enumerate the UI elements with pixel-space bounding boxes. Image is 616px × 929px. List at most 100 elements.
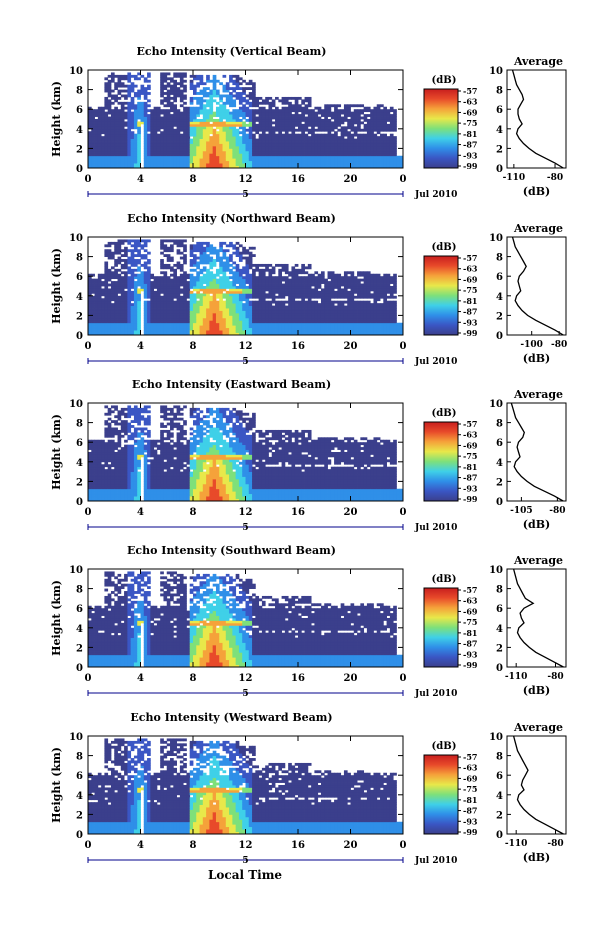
heatmap-cell <box>209 99 214 103</box>
heatmap-cell <box>298 128 302 132</box>
heatmap-cell <box>219 160 223 164</box>
heatmap-cell <box>209 317 214 321</box>
heatmap-cell <box>186 111 191 115</box>
heatmap-cell <box>235 305 240 309</box>
heatmap-cell <box>147 116 151 120</box>
heatmap-cell <box>147 332 151 336</box>
heatmap-cell <box>179 111 184 115</box>
heatmap-cell <box>238 271 243 275</box>
heatmap-cell <box>170 310 174 314</box>
heatmap-cell <box>143 239 148 243</box>
heatmap-cell <box>206 114 210 117</box>
heatmap-cell <box>176 141 181 144</box>
heatmap-cell <box>219 266 223 270</box>
heatmap-cell <box>133 106 138 110</box>
heatmap-cell <box>252 315 256 319</box>
heatmap-cell <box>288 148 292 152</box>
heatmap-cell <box>104 82 109 86</box>
heatmap-cell <box>215 143 220 147</box>
heatmap-cell <box>222 148 227 152</box>
heatmap-cell <box>311 119 315 122</box>
heatmap-cell <box>245 293 250 297</box>
panel-1: Echo Intensity (Vertical Beam)0246810Hei… <box>50 45 567 200</box>
heatmap-cell <box>307 101 312 105</box>
heatmap-cell <box>160 99 164 103</box>
heatmap-cell <box>196 278 200 282</box>
heatmap-cell <box>298 322 302 326</box>
heatmap-cell <box>206 126 210 130</box>
heatmap-cell <box>232 145 237 149</box>
heatmap-cell <box>107 256 112 260</box>
heatmap-cell <box>202 82 207 86</box>
heatmap-cell <box>301 148 305 152</box>
heatmap-cell <box>156 150 161 154</box>
heatmap-cell <box>166 111 171 115</box>
heatmap-cell <box>199 327 204 331</box>
heatmap-cell <box>189 320 194 324</box>
heatmap-cell <box>202 249 207 253</box>
heatmap-cell <box>206 136 210 139</box>
heatmap-cell <box>324 317 328 321</box>
heatmap-cell <box>235 74 240 78</box>
heatmap-cell <box>232 165 237 169</box>
heatmap-cell <box>219 155 223 159</box>
heatmap-cell <box>284 145 289 149</box>
heatmap-cell <box>245 141 250 144</box>
heatmap-cell <box>153 158 158 162</box>
heatmap-cell <box>275 305 279 309</box>
heatmap-cell <box>147 79 151 83</box>
heatmap-cell <box>97 136 102 139</box>
heatmap-cell <box>248 320 253 324</box>
heatmap-cell <box>265 288 269 292</box>
heatmap-cell <box>130 320 135 324</box>
heatmap-cell <box>288 128 292 132</box>
heatmap-cell <box>156 315 161 319</box>
heatmap-cell <box>307 266 312 270</box>
heatmap-cell <box>334 138 338 142</box>
heatmap-cell <box>235 131 240 135</box>
heatmap-cell <box>120 84 125 88</box>
heatmap-cell <box>127 77 132 81</box>
heatmap-cell <box>173 111 177 115</box>
heatmap-cell <box>183 244 187 248</box>
heatmap-cell <box>291 165 296 169</box>
heatmap-cell <box>107 303 112 306</box>
heatmap-cell <box>232 308 237 311</box>
heatmap-cell <box>173 158 177 162</box>
heatmap-cell <box>337 111 342 115</box>
heatmap-cell <box>137 165 141 169</box>
heatmap-cell <box>219 310 223 314</box>
heatmap-cell <box>124 251 128 255</box>
heatmap-cell <box>110 322 115 326</box>
heatmap-cell <box>170 322 174 326</box>
heatmap-cell <box>156 325 161 329</box>
heatmap-cell <box>94 295 99 299</box>
heatmap-cell <box>107 153 112 157</box>
heatmap-cell <box>130 256 135 260</box>
heatmap-cell <box>124 315 128 319</box>
heatmap-cell <box>334 148 338 152</box>
heatmap-cell <box>225 153 230 157</box>
heatmap-cell <box>320 271 325 275</box>
y-tick-label: 10 <box>69 66 83 77</box>
heatmap-cell <box>235 278 240 282</box>
heatmap-cell <box>183 96 187 100</box>
heatmap-cell <box>179 99 184 103</box>
heatmap-cell <box>124 271 128 275</box>
heatmap-cell <box>350 116 355 120</box>
heatmap-cell <box>153 155 158 159</box>
heatmap-cell <box>163 286 168 289</box>
heatmap-cell <box>340 126 345 130</box>
heatmap-cell <box>143 288 148 292</box>
heatmap-cell <box>278 141 282 144</box>
heatmap-cell <box>206 131 210 135</box>
heatmap-cell <box>363 116 368 120</box>
heatmap-cell <box>156 126 161 130</box>
heatmap-cell <box>183 155 187 159</box>
heatmap-cell <box>258 145 263 149</box>
heatmap-cell <box>311 310 315 314</box>
heatmap-cell <box>265 286 269 289</box>
heatmap-cell <box>193 259 197 262</box>
heatmap-cell <box>304 315 309 319</box>
heatmap-cell <box>248 288 253 292</box>
